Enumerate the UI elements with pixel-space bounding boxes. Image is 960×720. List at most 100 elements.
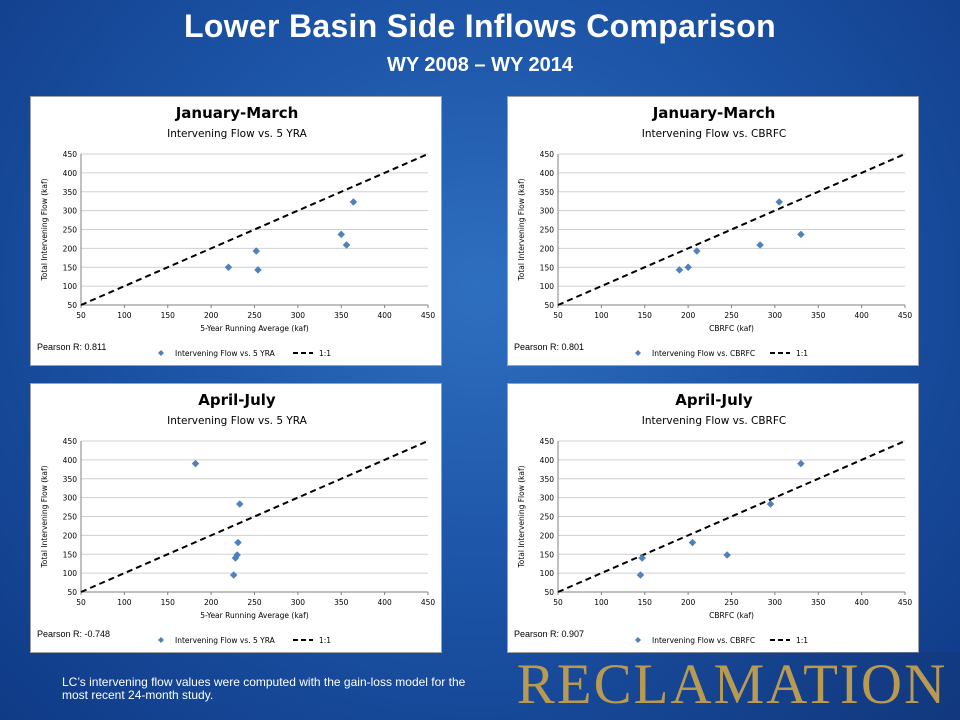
x-tick-label: 450: [898, 598, 913, 607]
reclamation-logo: RECLAMATION: [516, 653, 948, 716]
x-tick-label: 400: [377, 598, 392, 607]
legend-label-line: 1:1: [796, 349, 808, 358]
y-tick-label: 350: [63, 475, 78, 484]
x-axis-label: CBRFC (kaf): [709, 324, 754, 333]
x-tick-label: 300: [768, 311, 783, 320]
y-axis-label: Total Intervening Flow (kaf): [40, 465, 49, 568]
x-axis-label: 5-Year Running Average (kaf): [200, 324, 309, 333]
chart-panel-apr-jul-cbrfc: April-July Intervening Flow vs. CBRFC 50 10…: [507, 383, 919, 653]
data-point: [775, 198, 784, 206]
legend-marker: [635, 637, 641, 643]
y-axis-label: Total Intervening Flow (kaf): [40, 178, 49, 281]
chart-svg: January-March Intervening Flow vs. 5 YRA 5…: [40, 104, 435, 358]
y-tick-label: 250: [63, 513, 78, 522]
x-tick-label: 300: [291, 598, 306, 607]
pearson-label: Pearson R: 0.811: [37, 342, 107, 352]
legend-label-line: 1:1: [796, 636, 808, 645]
chart-title: January-March: [652, 104, 776, 122]
data-point: [756, 241, 764, 249]
y-tick-label: 400: [63, 169, 78, 178]
x-tick-label: 250: [724, 311, 739, 320]
slide-title: Lower Basin Side Inflows Comparison: [184, 8, 776, 44]
x-tick-label: 400: [377, 311, 392, 320]
data-point: [688, 538, 697, 547]
y-tick-label: 400: [540, 456, 555, 465]
data-point: [235, 500, 244, 508]
one-to-one-line: [80, 440, 429, 593]
data-point: [233, 551, 242, 559]
y-tick-label: 350: [63, 188, 78, 197]
data-point: [337, 230, 346, 239]
legend-label-series: Intervening Flow vs. CBRFC: [652, 349, 755, 358]
pearson-label: Pearson R: 0.801: [514, 342, 585, 352]
y-tick-label: 400: [540, 169, 555, 178]
x-tick-label: 400: [854, 311, 869, 320]
x-tick-label: 200: [204, 311, 219, 320]
y-tick-label: 100: [540, 569, 555, 578]
x-tick-label: 100: [594, 598, 609, 607]
y-tick-label: 50: [67, 301, 77, 310]
data-point: [191, 459, 200, 468]
data-point: [684, 263, 692, 272]
x-tick-label: 50: [553, 598, 563, 607]
y-tick-label: 100: [540, 282, 555, 291]
legend-label-line: 1:1: [319, 636, 331, 645]
legend-marker: [158, 637, 164, 643]
x-tick-label: 200: [681, 311, 696, 320]
data-point: [675, 266, 684, 274]
logo-band: [505, 652, 960, 720]
y-tick-label: 450: [540, 150, 555, 159]
data-point: [636, 571, 645, 579]
y-tick-label: 150: [540, 550, 555, 559]
legend-label-line: 1:1: [319, 349, 331, 358]
x-tick-label: 150: [161, 311, 176, 320]
x-tick-label: 150: [638, 311, 653, 320]
pearson-label: Pearson R: -0.748: [37, 629, 111, 639]
y-axis-label: Total Intervening Flow (kaf): [517, 465, 526, 568]
y-tick-label: 350: [540, 188, 555, 197]
x-tick-label: 50: [76, 598, 86, 607]
y-tick-label: 150: [63, 550, 78, 559]
data-point: [252, 247, 261, 255]
x-tick-label: 200: [204, 598, 219, 607]
data-point: [723, 551, 732, 559]
data-point: [342, 241, 351, 249]
y-tick-label: 300: [63, 494, 78, 503]
slide-subtitle: WY 2008 – WY 2014: [386, 54, 574, 76]
data-point: [766, 500, 775, 508]
x-tick-label: 350: [334, 598, 349, 607]
chart-subtitle: Intervening Flow vs. CBRFC: [642, 128, 786, 140]
x-tick-label: 200: [681, 598, 696, 607]
one-to-one-line: [557, 153, 906, 306]
data-point: [229, 571, 238, 579]
data-point: [349, 198, 358, 206]
x-tick-label: 50: [76, 311, 86, 320]
y-tick-label: 150: [540, 263, 555, 272]
chart-svg: April-July Intervening Flow vs. CBRFC 50 10…: [517, 391, 913, 645]
data-point: [224, 263, 233, 272]
x-tick-label: 450: [421, 598, 436, 607]
y-tick-label: 300: [540, 494, 555, 503]
x-axis-label: 5-Year Running Average (kaf): [200, 611, 309, 620]
legend-marker: [635, 350, 641, 356]
y-tick-label: 200: [63, 531, 78, 540]
x-tick-label: 400: [854, 598, 869, 607]
x-tick-label: 150: [161, 598, 176, 607]
y-tick-label: 250: [540, 513, 555, 522]
x-tick-label: 350: [811, 598, 826, 607]
y-tick-label: 200: [540, 244, 555, 253]
x-tick-label: 250: [247, 598, 262, 607]
y-tick-label: 100: [63, 569, 78, 578]
x-tick-label: 150: [638, 598, 653, 607]
y-tick-label: 300: [63, 207, 78, 216]
data-point: [692, 247, 701, 255]
y-axis-label: Total Intervening Flow (kaf): [517, 178, 526, 281]
x-tick-label: 350: [334, 311, 349, 320]
data-point: [797, 230, 805, 239]
y-tick-label: 200: [63, 244, 78, 253]
chart-subtitle: Intervening Flow vs. 5 YRA: [167, 128, 308, 140]
y-tick-label: 350: [540, 475, 555, 484]
x-tick-label: 450: [898, 311, 913, 320]
legend-label-series: Intervening Flow vs. CBRFC: [652, 636, 755, 645]
y-tick-label: 450: [63, 437, 78, 446]
